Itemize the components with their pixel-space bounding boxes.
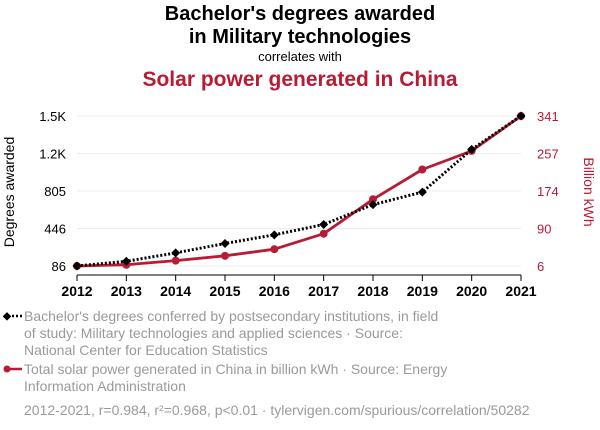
chart-title-line1: Bachelor's degrees awarded — [164, 3, 436, 25]
data-point-degrees — [319, 220, 329, 230]
y-tick-label-left: 86 — [52, 259, 66, 274]
series-group — [72, 111, 526, 271]
x-tick-label: 2013 — [111, 283, 142, 299]
x-tick-label: 2021 — [505, 283, 536, 299]
series-line-solar — [76, 114, 522, 268]
y-tick-label-left: 446 — [44, 221, 66, 236]
series-line-degrees — [76, 114, 522, 268]
chart-subtitle: correlates with — [258, 49, 342, 64]
chart-title-secondary: Solar power generated in China — [142, 68, 458, 91]
legend-degrees: Bachelor's degrees conferred by postseco… — [24, 308, 439, 358]
data-point-solar — [221, 251, 229, 260]
x-tick-label: 2015 — [209, 283, 240, 299]
data-point-degrees — [516, 111, 526, 121]
data-point-degrees — [467, 144, 477, 154]
data-point-solar — [418, 165, 427, 174]
gridlines — [77, 115, 521, 267]
y-axis-label-right: Billion kWh — [581, 157, 597, 226]
y-tick-label-right: 6 — [537, 259, 544, 274]
x-tick-label: 2019 — [407, 283, 438, 299]
data-point-degrees — [171, 248, 181, 258]
legend-solar: Total solar power generated in China in … — [24, 361, 448, 394]
y-axis-label-left: Degrees awarded — [1, 137, 17, 248]
data-point-degrees — [417, 187, 427, 197]
chart-title-line2: in Military technologies — [188, 26, 412, 48]
data-point-solar — [319, 229, 328, 238]
data-point-degrees — [220, 238, 230, 248]
data-point-degrees — [121, 256, 131, 266]
footer-stats: 2012-2021, r=0.984, r²=0.968, p<0.01 · t… — [24, 402, 530, 418]
x-tick-label: 2014 — [160, 283, 191, 299]
y-tick-label-right: 257 — [537, 147, 559, 162]
data-point-degrees — [72, 261, 82, 271]
data-point-solar — [270, 245, 279, 254]
x-tick-label: 2020 — [456, 283, 487, 299]
data-point-solar — [369, 195, 377, 204]
axis-ticks: 86 446 805 1.2K 1.5K 6 90 174 257 341 2012 2013 2014… — [39, 109, 558, 299]
data-point-solar — [171, 256, 180, 265]
y-tick-label-left: 1.2K — [39, 147, 66, 162]
y-tick-label-right: 341 — [537, 109, 559, 124]
y-tick-label-left: 1.5K — [39, 109, 66, 124]
x-tick-label: 2016 — [259, 283, 290, 299]
legend-icon-degrees — [2, 312, 22, 321]
y-tick-label-right: 90 — [537, 221, 551, 236]
y-tick-label-right: 174 — [537, 184, 559, 199]
data-point-degrees — [368, 200, 378, 210]
x-tick-label: 2012 — [61, 283, 92, 299]
x-tick-label: 2017 — [308, 283, 339, 299]
data-point-degrees — [269, 230, 279, 240]
y-tick-label-left: 805 — [44, 184, 66, 199]
x-tick-label: 2018 — [357, 283, 388, 299]
legend-icon-solar — [3, 365, 22, 373]
